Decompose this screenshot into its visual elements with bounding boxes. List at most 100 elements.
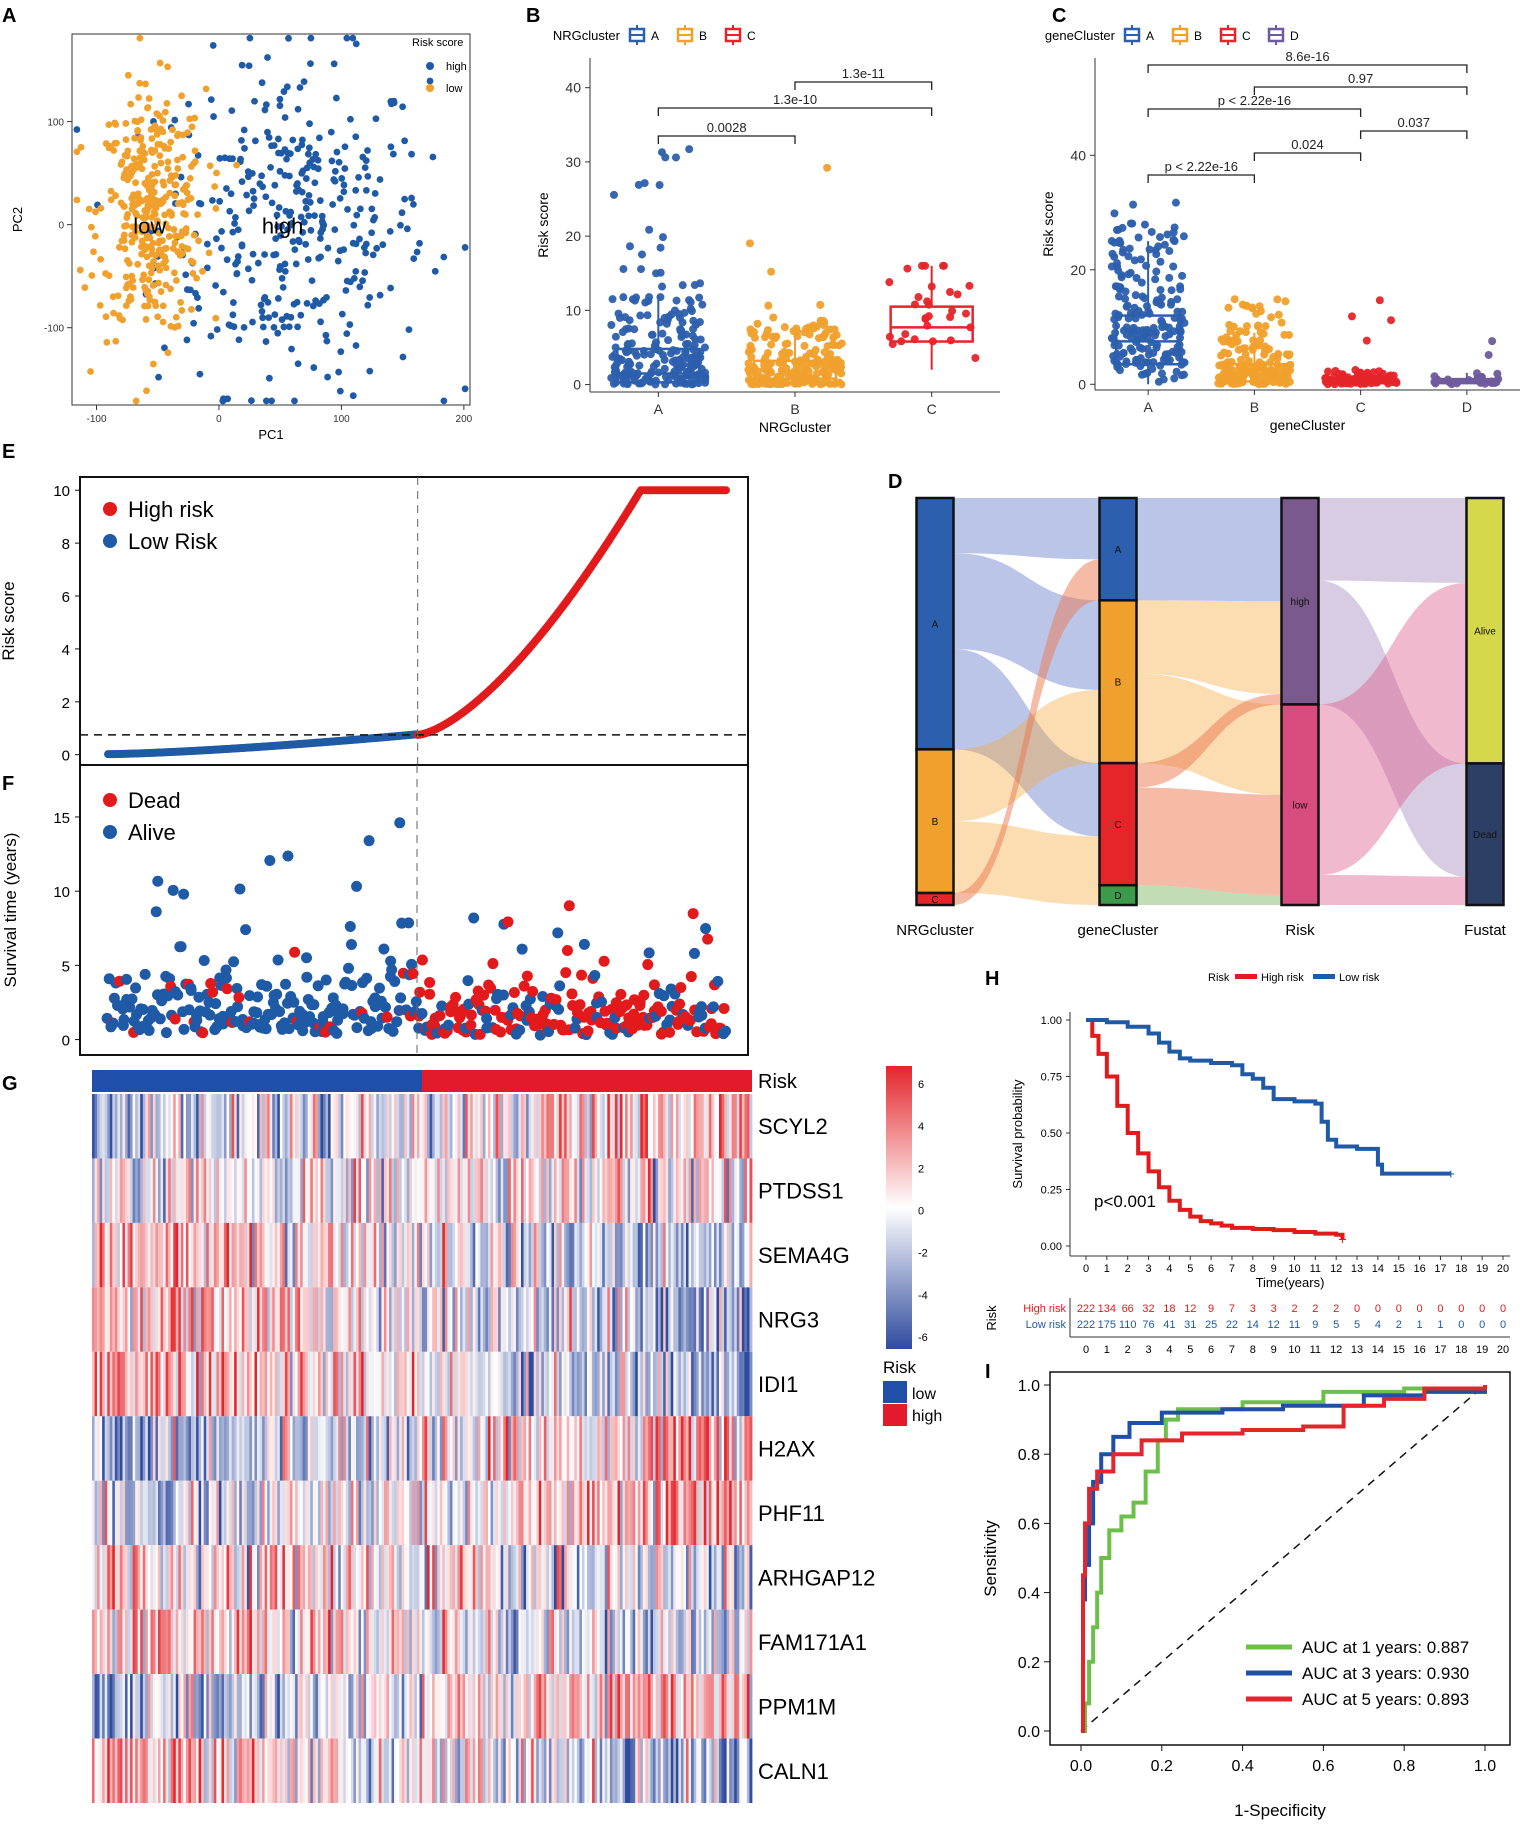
heatmap-cell: [576, 1094, 580, 1159]
heatmap-cell: [647, 1351, 651, 1417]
heatmap-cell: [315, 1545, 319, 1610]
heatmap-cell: [259, 1609, 263, 1675]
heatmap-cell: [335, 1416, 339, 1481]
heatmap-cell: [734, 1480, 738, 1546]
heatmap-cell: [612, 1222, 616, 1288]
heatmap-cell: [132, 1416, 136, 1481]
survival-point: [167, 884, 179, 896]
heatmap-cell: [724, 1222, 728, 1288]
heatmap-cell: [142, 1287, 146, 1352]
heatmap-cell: [614, 1287, 618, 1352]
heatmap-cell: [335, 1480, 339, 1546]
pca-point-high: [364, 172, 372, 180]
stratum-B: [915, 748, 955, 895]
pca-point-high: [291, 246, 299, 254]
heatmap-cell: [414, 1480, 418, 1546]
jitter-point-A: [626, 360, 635, 369]
pca-point-high: [362, 249, 370, 257]
heatmap-cell: [221, 1545, 225, 1610]
heatmap-cell: [297, 1351, 301, 1417]
pca-point-high: [387, 98, 395, 105]
heatmap-cell: [526, 1094, 530, 1159]
heatmap-cell: [422, 1351, 425, 1417]
heatmap-cell: [315, 1351, 319, 1417]
jitter-point-B: [1217, 351, 1226, 360]
pca-point-high: [341, 165, 349, 172]
heatmap-cell: [282, 1094, 286, 1159]
pca-point-low: [112, 337, 120, 345]
y-tick-label: -100: [44, 324, 64, 335]
jitter-point-A: [1147, 227, 1156, 236]
pca-point-low: [112, 192, 119, 199]
pca-point-high: [265, 134, 273, 141]
heatmap-cell: [455, 1158, 458, 1223]
heatmap-cell: [94, 1094, 98, 1159]
jitter-point-B: [778, 367, 787, 376]
pca-point-high: [304, 256, 312, 263]
heatmap-cell: [561, 1416, 565, 1481]
heatmap-cell: [135, 1545, 139, 1610]
jitter-point-B: [780, 323, 789, 332]
heatmap-cell: [538, 1158, 542, 1223]
pca-point-high: [268, 199, 276, 207]
pca-point-high: [218, 244, 225, 252]
pca-point-high: [259, 314, 267, 322]
heatmap-cell: [592, 1351, 596, 1417]
heatmap-cell: [107, 1351, 111, 1417]
heatmap-cell: [739, 1287, 743, 1352]
pca-point-low: [131, 134, 138, 142]
heatmap-cell: [460, 1094, 464, 1159]
heatmap-cell: [587, 1287, 590, 1352]
heatmap-cell: [155, 1222, 159, 1288]
jitter-point-A: [1108, 249, 1117, 258]
heatmap-cell: [404, 1158, 408, 1223]
jitter-point-A: [686, 361, 695, 370]
pca-point-high: [344, 205, 351, 213]
heatmap-cell: [614, 1416, 618, 1481]
heatmap-cell: [97, 1351, 101, 1417]
heatmap-cell: [650, 1416, 654, 1481]
heatmap-cell: [416, 1545, 420, 1610]
heatmap-cell: [589, 1416, 593, 1481]
heatmap-cell: [102, 1287, 106, 1352]
survival-point: [320, 974, 332, 986]
heatmap-cell: [437, 1158, 441, 1223]
pca-point-low: [153, 217, 161, 225]
jitter-point-B: [821, 328, 830, 337]
heatmap-cell: [325, 1351, 329, 1417]
heatmap-cell: [713, 1545, 717, 1610]
pca-point-low: [190, 231, 198, 239]
heatmap-cell: [290, 1609, 293, 1675]
heatmap-cell: [383, 1351, 387, 1417]
jitter-point-A: [678, 281, 687, 290]
heatmap-cell: [300, 1094, 304, 1159]
heatmap-cell: [409, 1416, 413, 1481]
heatmap-cell: [551, 1158, 555, 1223]
heatmap-cell: [645, 1351, 649, 1417]
heatmap-cell: [99, 1287, 103, 1352]
heatmap-cell: [262, 1287, 266, 1352]
heatmap-cell: [477, 1351, 481, 1417]
pca-point-high: [190, 319, 198, 327]
y-tick-label: 100: [47, 118, 64, 129]
panel-g-heatmap: RiskSCYL2PTDSS1SEMA4GNRG3IDI1H2AXPHF11AR…: [92, 1066, 942, 1803]
heatmap-cell: [231, 1480, 235, 1546]
heatmap-cell: [505, 1287, 509, 1352]
survival-point: [687, 908, 699, 920]
heatmap-cell: [396, 1545, 400, 1610]
heatmap-cell: [746, 1287, 750, 1352]
heatmap-cell: [264, 1094, 268, 1159]
heatmap-cell: [246, 1287, 250, 1352]
heatmap-cell: [249, 1545, 253, 1610]
heatmap-cell: [312, 1287, 316, 1352]
pca-point-low: [102, 270, 109, 277]
heatmap-cell: [249, 1222, 253, 1288]
jitter-point-A: [681, 340, 690, 349]
pca-point-low: [129, 284, 137, 291]
pca-point-low: [77, 143, 85, 151]
heatmap-cell: [472, 1222, 476, 1288]
pca-point-low: [149, 360, 157, 368]
heatmap-cell: [97, 1222, 101, 1288]
heatmap-cell: [612, 1480, 616, 1546]
heatmap-cell: [150, 1609, 154, 1675]
